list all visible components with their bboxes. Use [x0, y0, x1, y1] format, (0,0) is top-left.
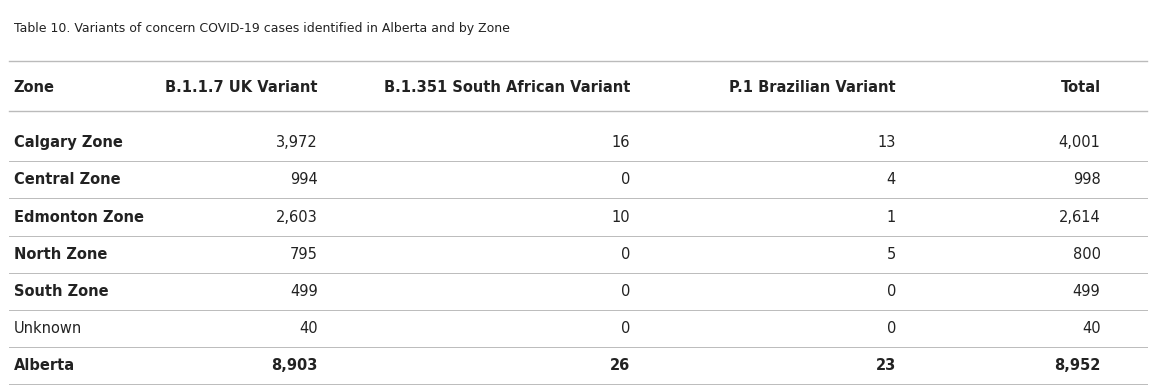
Text: 0: 0 [887, 321, 896, 336]
Text: 16: 16 [612, 135, 630, 150]
Text: Total: Total [1060, 81, 1101, 95]
Text: P.1 Brazilian Variant: P.1 Brazilian Variant [729, 81, 896, 95]
Text: Central Zone: Central Zone [14, 172, 120, 187]
Text: 0: 0 [621, 172, 630, 187]
Text: Alberta: Alberta [14, 358, 75, 373]
Text: 2,614: 2,614 [1059, 210, 1101, 224]
Text: 795: 795 [290, 247, 318, 262]
Text: 2,603: 2,603 [276, 210, 318, 224]
Text: 8,903: 8,903 [272, 358, 318, 373]
Text: Unknown: Unknown [14, 321, 82, 336]
Text: 4,001: 4,001 [1059, 135, 1101, 150]
Text: 10: 10 [612, 210, 630, 224]
Text: 1: 1 [887, 210, 896, 224]
Text: 0: 0 [621, 321, 630, 336]
Text: 23: 23 [875, 358, 896, 373]
Text: B.1.1.7 UK Variant: B.1.1.7 UK Variant [165, 81, 318, 95]
Text: 0: 0 [887, 284, 896, 299]
Text: 800: 800 [1073, 247, 1101, 262]
Text: B.1.351 South African Variant: B.1.351 South African Variant [384, 81, 630, 95]
Text: 0: 0 [621, 247, 630, 262]
Text: 5: 5 [887, 247, 896, 262]
Text: 8,952: 8,952 [1054, 358, 1101, 373]
Text: 0: 0 [621, 284, 630, 299]
Text: North Zone: North Zone [14, 247, 108, 262]
Text: 26: 26 [609, 358, 630, 373]
Text: Zone: Zone [14, 81, 54, 95]
Text: 499: 499 [290, 284, 318, 299]
Text: 994: 994 [290, 172, 318, 187]
Text: Calgary Zone: Calgary Zone [14, 135, 123, 150]
Text: 499: 499 [1073, 284, 1101, 299]
Text: Table 10. Variants of concern COVID-19 cases identified in Alberta and by Zone: Table 10. Variants of concern COVID-19 c… [14, 22, 510, 34]
Text: 998: 998 [1073, 172, 1101, 187]
Text: 40: 40 [299, 321, 318, 336]
Text: 40: 40 [1082, 321, 1101, 336]
Text: South Zone: South Zone [14, 284, 109, 299]
Text: 13: 13 [877, 135, 896, 150]
Text: 4: 4 [887, 172, 896, 187]
Text: 3,972: 3,972 [276, 135, 318, 150]
Text: Edmonton Zone: Edmonton Zone [14, 210, 143, 224]
